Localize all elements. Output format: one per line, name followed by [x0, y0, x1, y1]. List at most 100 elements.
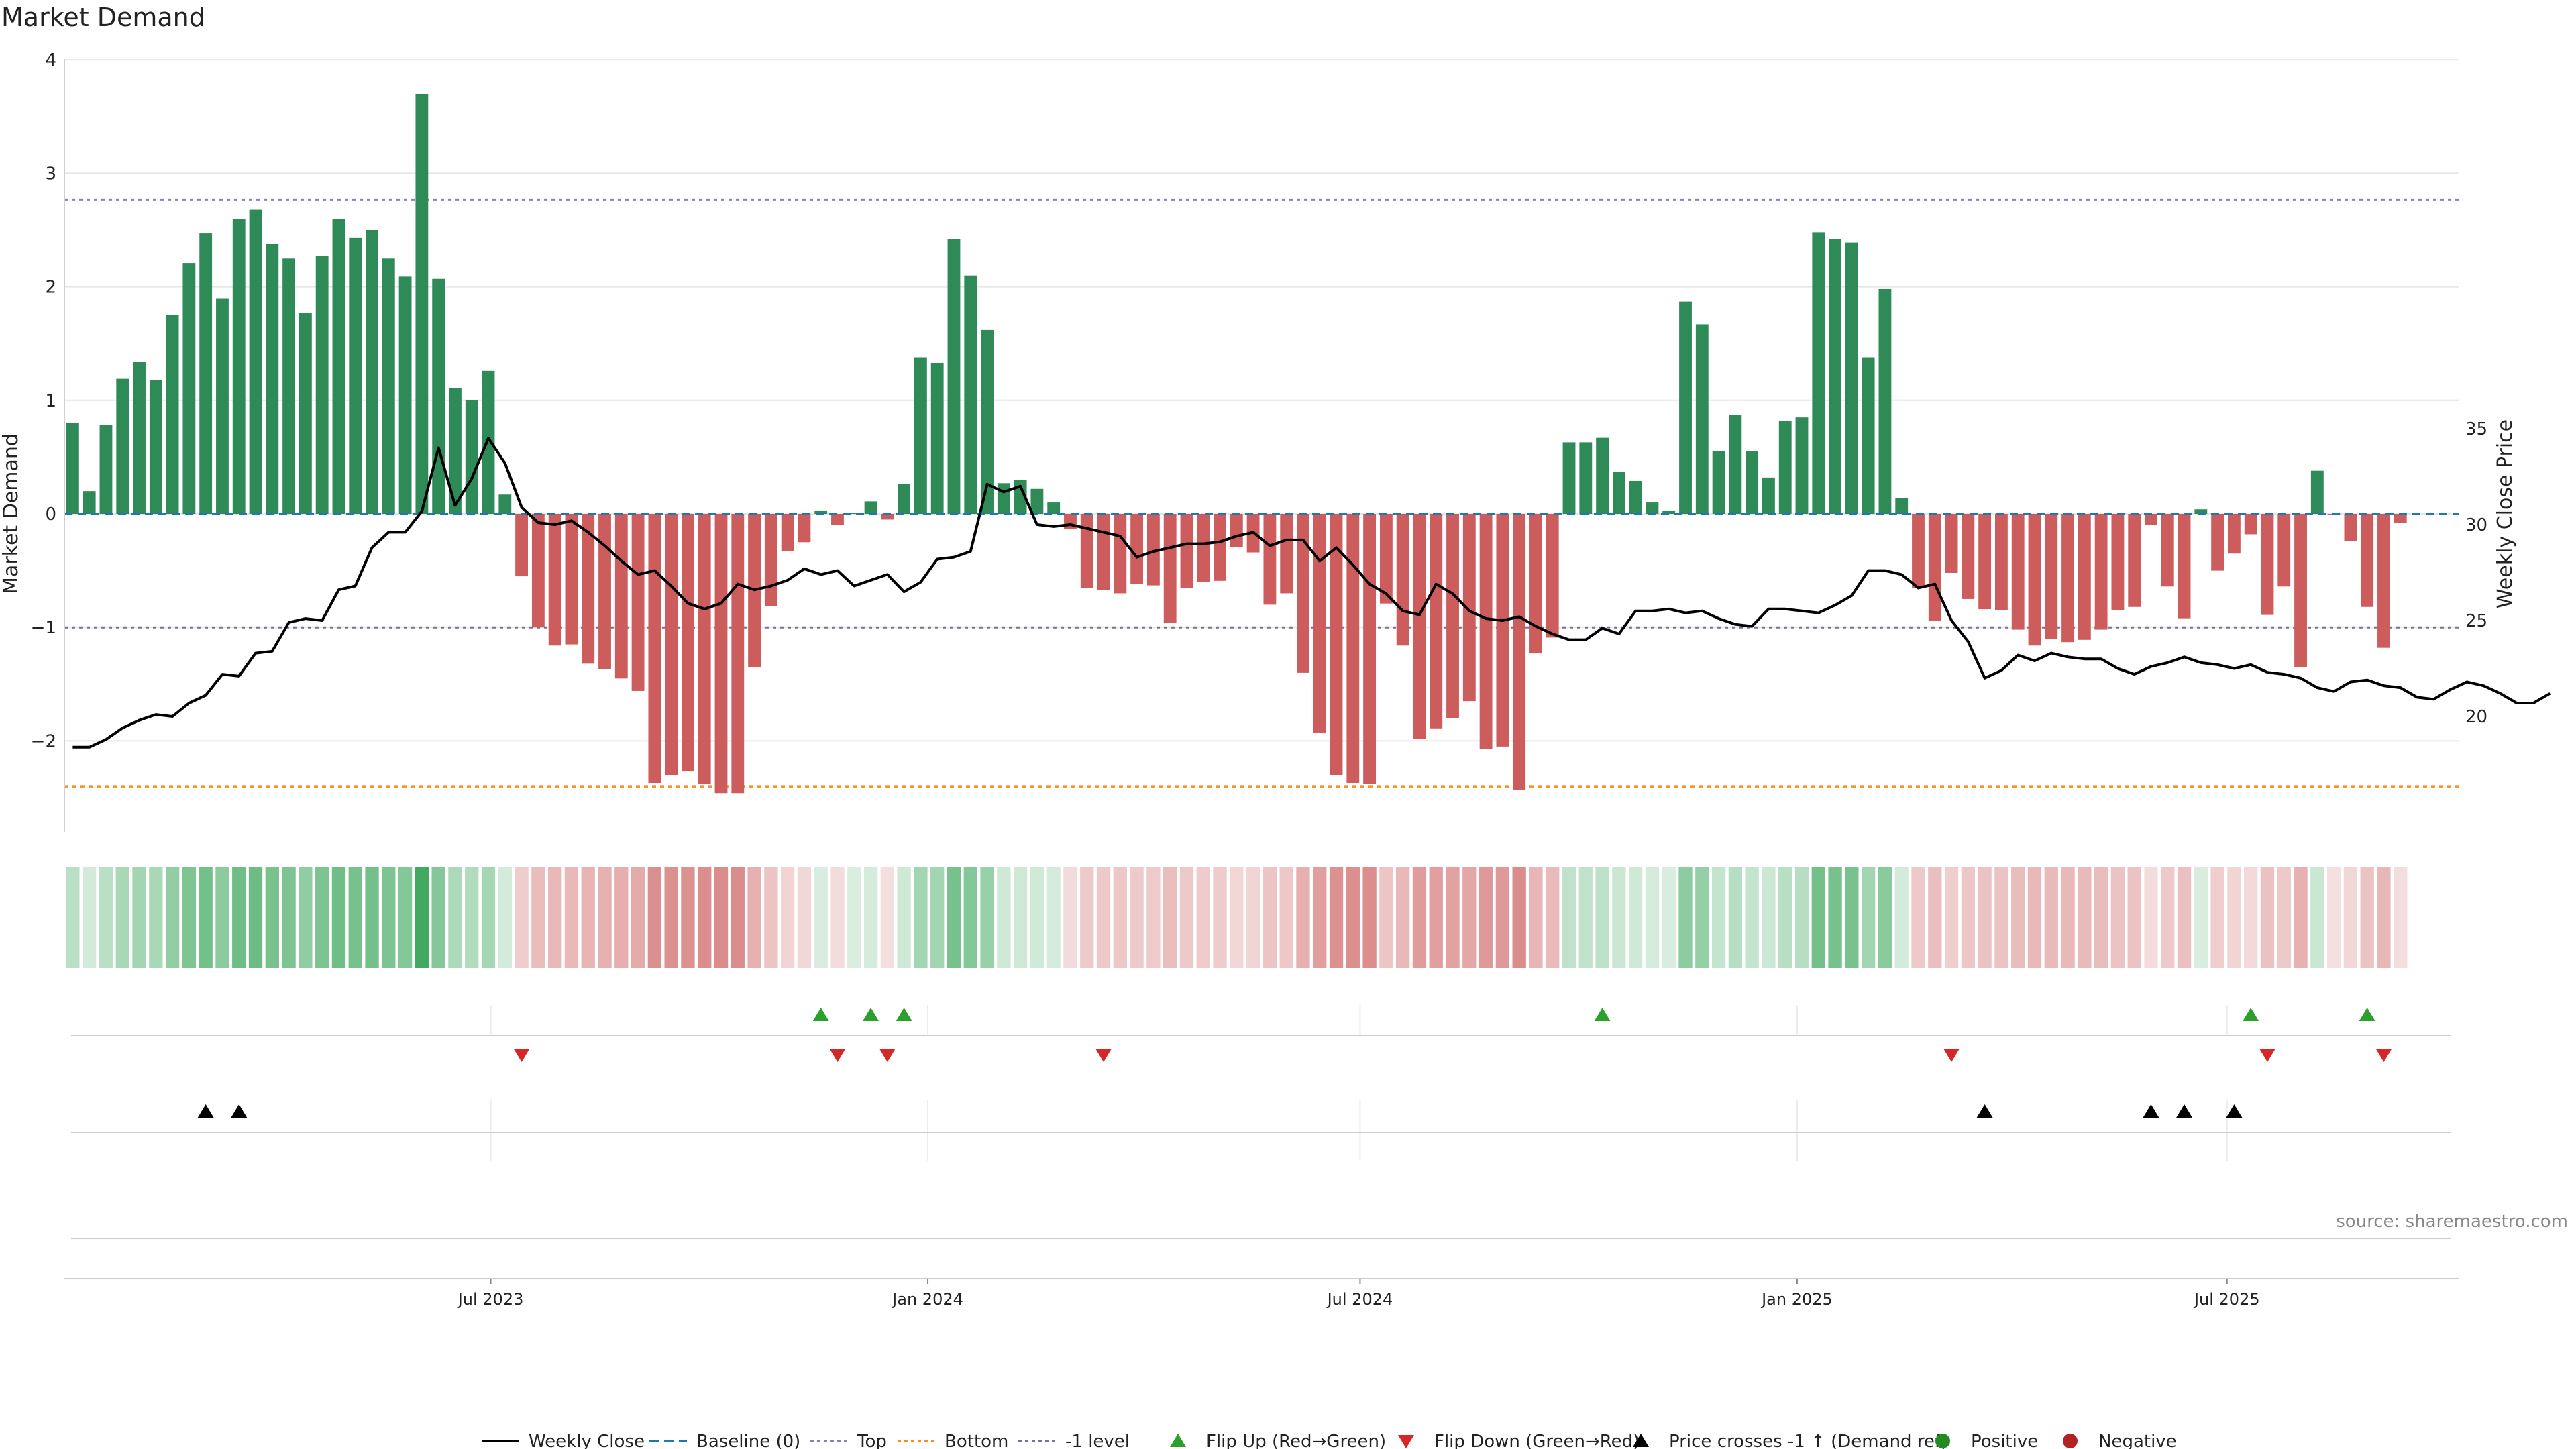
demand-bar	[1945, 514, 1958, 573]
demand-bar	[515, 514, 528, 577]
legend-marker-triangle-up	[1170, 1434, 1186, 1447]
flip-down-marker	[2375, 1049, 2392, 1062]
heat-cell	[348, 867, 362, 968]
demand-bar	[1197, 514, 1210, 582]
heat-cell	[1695, 867, 1709, 968]
heat-cell	[1828, 867, 1842, 968]
heat-cell	[947, 867, 961, 968]
x-tick-label: Jan 2025	[1760, 1290, 1833, 1309]
demand-bar	[1297, 514, 1309, 673]
heat-cell	[1762, 867, 1776, 968]
flip-down-marker	[1943, 1049, 1960, 1062]
heat-cell	[2360, 867, 2374, 968]
heat-cell	[132, 867, 146, 968]
demand-bar	[582, 514, 595, 664]
heat-cell	[1196, 867, 1210, 968]
demand-bar	[2028, 514, 2041, 646]
heat-cell	[1711, 867, 1726, 968]
y2-tick-label: 30	[2465, 515, 2487, 535]
demand-bar	[914, 357, 927, 514]
heat-cell	[814, 867, 828, 968]
heat-cell	[1811, 867, 1825, 968]
heat-cell	[1146, 867, 1161, 968]
demand-bar	[1462, 514, 1476, 702]
demand-bar	[1746, 451, 1759, 514]
price-cross-marker	[1976, 1104, 1993, 1118]
demand-bar	[1214, 514, 1226, 581]
demand-bar	[714, 514, 728, 794]
heat-cell	[2326, 867, 2341, 968]
heat-cell	[1096, 867, 1111, 968]
demand-bar	[2145, 514, 2157, 525]
demand-bar	[930, 362, 944, 514]
heat-cell	[1046, 867, 1061, 968]
demand-bar	[598, 514, 611, 669]
heat-cell	[99, 867, 113, 968]
y-tick-label: −2	[31, 731, 56, 751]
demand-bar	[665, 514, 678, 775]
source-note: source: sharemaestro.com	[2336, 1212, 2568, 1232]
demand-bar	[1047, 502, 1061, 514]
heat-cell	[331, 867, 346, 968]
demand-bar	[1812, 232, 1825, 514]
weekly-close-line	[72, 437, 2551, 749]
legend-label: Baseline (0)	[696, 1432, 800, 1449]
flip-up-marker	[863, 1008, 879, 1021]
y-axis-label: Market Demand	[0, 433, 23, 594]
heat-cell	[681, 867, 695, 968]
heat-cell	[1013, 867, 1028, 968]
demand-bar	[1546, 514, 1559, 638]
legend-label: Positive	[1971, 1432, 2038, 1449]
demand-bar	[66, 423, 79, 514]
demand-bar	[2061, 514, 2074, 643]
price-cross-marker	[2226, 1104, 2243, 1118]
heat-cell	[2343, 867, 2358, 968]
heat-cell	[1728, 867, 1743, 968]
heat-cell	[1662, 867, 1676, 968]
demand-bar	[116, 378, 129, 514]
demand-bar	[2310, 470, 2324, 514]
heat-cell	[997, 867, 1011, 968]
heat-cell	[115, 867, 129, 968]
heat-cell	[2061, 867, 2075, 968]
heat-cell	[1928, 867, 1942, 968]
heat-cell	[2260, 867, 2275, 968]
heat-cell	[199, 867, 213, 968]
demand-bar	[2277, 514, 2291, 587]
demand-bar	[299, 313, 312, 514]
demand-bar	[1313, 514, 1326, 733]
y-tick-label: 2	[45, 278, 56, 298]
demand-bar	[1646, 502, 1659, 514]
heat-cell	[780, 867, 795, 968]
heat-cell	[714, 867, 729, 968]
heat-cell	[1446, 867, 1460, 968]
demand-bar	[565, 514, 578, 645]
heat-cell	[1263, 867, 1277, 968]
y2-tick-label: 25	[2465, 611, 2487, 631]
demand-bar	[2094, 514, 2108, 630]
heat-cell	[1944, 867, 1959, 968]
demand-bar	[1629, 480, 1642, 514]
heat-cell	[2144, 867, 2158, 968]
heat-cell	[1595, 867, 1609, 968]
heat-cell	[1495, 867, 1510, 968]
demand-bar	[731, 514, 745, 794]
demand-bar	[614, 514, 628, 679]
demand-bar	[1396, 514, 1409, 646]
demand-bar	[981, 329, 994, 514]
demand-bar	[831, 514, 844, 525]
heat-cell	[2210, 867, 2224, 968]
demand-bar	[947, 239, 961, 514]
demand-bar	[133, 362, 146, 514]
demand-bar	[266, 244, 279, 514]
demand-bar	[682, 514, 694, 772]
heat-cell	[215, 867, 229, 968]
heat-cell	[614, 867, 629, 968]
heat-cell	[2177, 867, 2192, 968]
legend-marker-circle	[2063, 1434, 2078, 1448]
demand-bar	[631, 514, 645, 691]
heat-cell	[1845, 867, 1859, 968]
demand-bar	[2244, 514, 2257, 535]
heat-cell	[914, 867, 928, 968]
